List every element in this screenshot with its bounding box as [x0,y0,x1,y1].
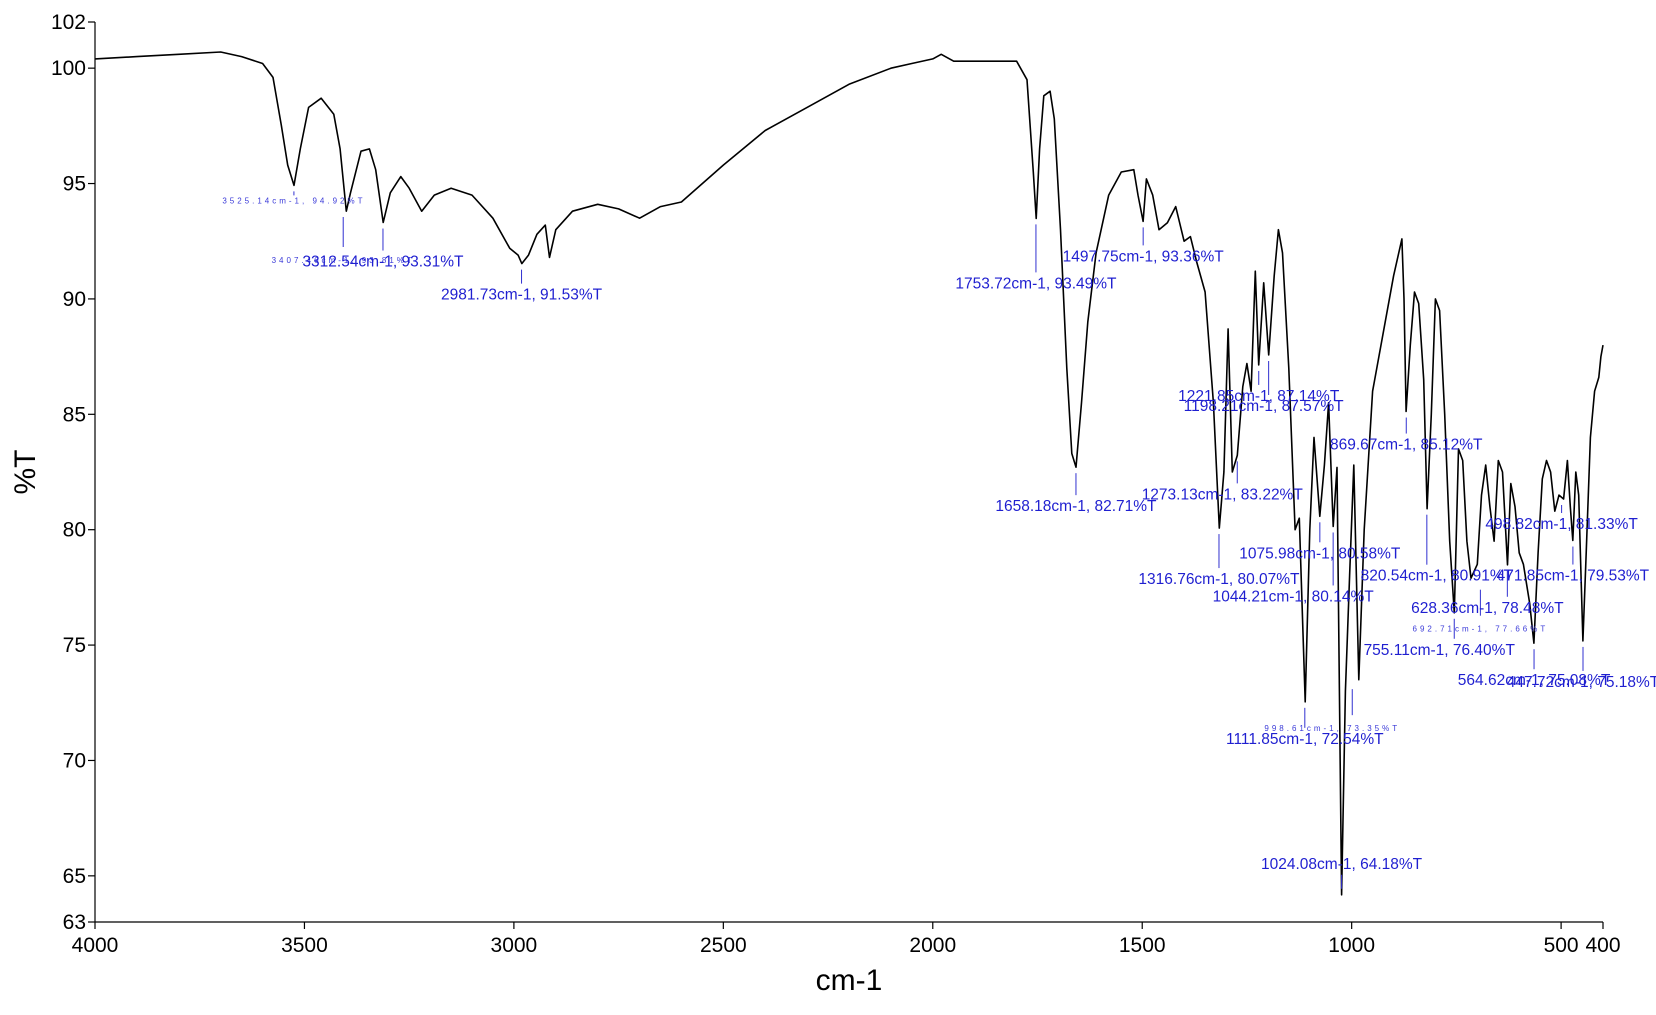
peak-annotation: 1753.72cm-1, 93.49%T [955,224,1117,292]
peak-label: 498.82cm-1, 81.33%T [1485,516,1638,533]
peak-annotation: 2981.73cm-1, 91.53%T [441,269,603,304]
y-tick-label: 85 [63,403,86,426]
peak-label: 3525.14cm-1, 94.92%T [222,196,365,205]
y-tick-label: 102 [51,11,86,34]
x-tick-label: 500 [1544,934,1579,957]
peak-label: 2981.73cm-1, 91.53%T [441,287,603,304]
peak-annotation: 1111.85cm-1, 72.54%T [1226,707,1384,748]
peak-annotation: 1024.08cm-1, 64.18%T [1261,856,1423,889]
peak-label: 1024.08cm-1, 64.18%T [1261,856,1423,873]
peak-label: 755.11cm-1, 76.40%T [1364,642,1516,659]
peak-label: 3407.46cm-1, 93.81%T [272,256,415,265]
y-tick-label: 63 [63,911,86,934]
peak-annotation: 471.85cm-1, 79.53%T [1497,546,1650,585]
peak-label: 820.54cm-1, 80.91%T [1361,568,1514,585]
peak-label: 1075.98cm-1, 80.58%T [1239,545,1401,562]
x-tick-label: 2500 [700,934,747,957]
y-tick-label: 90 [63,288,86,311]
peak-annotation: 1316.76cm-1, 80.07%T [1138,534,1300,588]
peak-annotations: 3525.14cm-1, 94.92%T 3407.46cm-1, 93.81%T… [222,191,1656,889]
y-tick-label: 70 [63,749,86,772]
peak-annotation: 564.62cm-1, 75.08%T [1458,649,1611,689]
peak-annotation: 3525.14cm-1, 94.92%T [222,191,365,205]
peak-annotation: 1273.13cm-1, 83.22%T [1142,461,1304,503]
y-tick-label: 65 [63,865,86,888]
y-tick-label: 75 [63,634,86,657]
y-tick-label: 95 [63,173,86,196]
x-tick-label: 1000 [1328,934,1375,957]
peak-annotation: 1497.75cm-1, 93.36%T [1063,227,1225,265]
peak-label: 564.62cm-1, 75.08%T [1458,672,1611,689]
peak-label: 1198.21cm-1, 87.57%T [1184,398,1345,415]
peak-annotation: 1221.85cm-1, 87.14%T [1178,370,1340,405]
peak-annotation: 628.36cm-1, 78.48%T [1411,570,1564,617]
peak-label: 1273.13cm-1, 83.22%T [1142,486,1304,503]
x-ticks: 4000 3500 3000 2500 2000 1500 1000 500 400 [72,922,1621,957]
peak-label: 1316.76cm-1, 80.07%T [1138,571,1300,588]
peak-label: 1221.85cm-1, 87.14%T [1178,388,1340,405]
x-tick-label: 3500 [281,934,328,957]
peak-label: 1111.85cm-1, 72.54%T [1226,731,1384,748]
y-tick-label: 80 [63,519,86,542]
peak-annotation: 1044.21cm-1, 80.14%T [1213,532,1375,605]
x-axis-title: cm-1 [816,964,883,997]
peak-label: 1497.75cm-1, 93.36%T [1063,248,1225,265]
x-tick-label: 3000 [491,934,538,957]
peak-label: 447.72cm-1, 75.18%T [1507,674,1656,691]
y-tick-label: 100 [51,57,86,80]
peak-label: 869.67cm-1, 85.12%T [1330,437,1483,454]
peak-label: 1658.18cm-1, 82.71%T [995,498,1157,515]
peak-label: 628.36cm-1, 78.48%T [1411,600,1564,617]
peak-label: 998.61cm-1, 73.35%T [1264,724,1400,733]
peak-annotation: 3407.46cm-1, 93.81%T [272,217,415,265]
peak-label: 692.71cm-1, 77.66%T [1413,625,1549,634]
peak-annotation: 498.82cm-1, 81.33%T [1485,505,1638,533]
peak-annotation: 820.54cm-1, 80.91%T [1361,514,1514,585]
peak-annotation: 1658.18cm-1, 82.71%T [995,473,1157,515]
spectrum-line [94,51,1604,896]
peak-annotation: 869.67cm-1, 85.12%T [1330,417,1483,454]
peak-label: 1044.21cm-1, 80.14%T [1213,588,1375,605]
peak-label: 1753.72cm-1, 93.49%T [955,275,1117,292]
x-tick-label: 4000 [72,934,119,957]
peak-annotation: 755.11cm-1, 76.40%T [1364,618,1516,659]
x-tick-label: 400 [1585,934,1620,957]
peak-label: 3312.54cm-1, 93.31%T [302,254,464,271]
peak-label: 471.85cm-1, 79.53%T [1497,568,1650,585]
peak-annotation: 1198.21cm-1, 87.57%T [1184,361,1345,415]
y-axis-title: %T [9,450,42,495]
x-tick-label: 1500 [1119,934,1166,957]
axes [94,22,1603,923]
peak-annotation: 447.72cm-1, 75.18%T [1507,646,1656,691]
peak-annotation: 1075.98cm-1, 80.58%T [1239,522,1401,562]
peak-annotation: 3312.54cm-1, 93.31%T [302,228,464,271]
x-tick-label: 2000 [909,934,956,957]
peak-annotation: 998.61cm-1, 73.35%T [1264,689,1400,733]
y-ticks: 63 65 70 75 80 85 90 95 100 102 [51,11,95,934]
peak-annotation: 692.71cm-1, 77.66%T [1413,589,1549,634]
